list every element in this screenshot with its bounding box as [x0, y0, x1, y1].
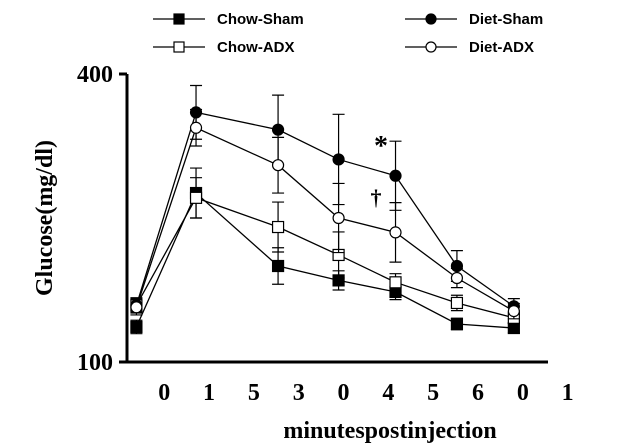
- x-tick-label: 1: [562, 380, 574, 406]
- x-tick-label: 5: [427, 380, 439, 406]
- data-point: [189, 191, 203, 204]
- legend-marker: [173, 13, 185, 25]
- x-tick-label: 6: [472, 380, 484, 406]
- x-tick-label: 1: [203, 380, 215, 406]
- x-tick-label: 0: [158, 380, 170, 406]
- data-point: [389, 226, 402, 239]
- legend-label: Diet-Sham: [469, 11, 543, 28]
- annotation: *: [374, 131, 388, 162]
- y-tick-label: 100: [77, 350, 113, 376]
- data-point: [130, 301, 143, 314]
- data-point: [130, 320, 143, 334]
- x-axis-label: minutespostinjection: [283, 418, 496, 444]
- data-point: [332, 153, 345, 166]
- legend-label: Chow-ADX: [217, 39, 295, 56]
- annotation: †: [371, 185, 382, 210]
- data-point: [450, 271, 464, 285]
- x-tick-label: 5: [248, 380, 260, 406]
- data-point: [271, 259, 285, 273]
- x-tick-label: 0: [517, 380, 529, 406]
- x-tick-label: 4: [382, 380, 394, 406]
- x-tick-label: 3: [293, 380, 305, 406]
- data-point: [332, 211, 345, 225]
- data-point: [271, 123, 285, 136]
- data-point: [271, 159, 285, 172]
- legend-marker: [425, 13, 437, 25]
- legend-marker: [425, 41, 437, 53]
- legend-label: Chow-Sham: [217, 11, 304, 28]
- data-point: [450, 296, 464, 310]
- y-axis-label: Glucose(mg/dl): [32, 140, 58, 296]
- data-point: [389, 169, 402, 182]
- data-point: [450, 317, 464, 331]
- data-point: [189, 121, 203, 134]
- data-point: [507, 305, 520, 318]
- x-tick-label: 0: [338, 380, 350, 406]
- data-point: [271, 220, 285, 234]
- y-tick-label: 400: [77, 62, 113, 88]
- legend-marker: [173, 41, 185, 53]
- legend-label: Diet-ADX: [469, 39, 534, 56]
- data-point: [389, 276, 402, 289]
